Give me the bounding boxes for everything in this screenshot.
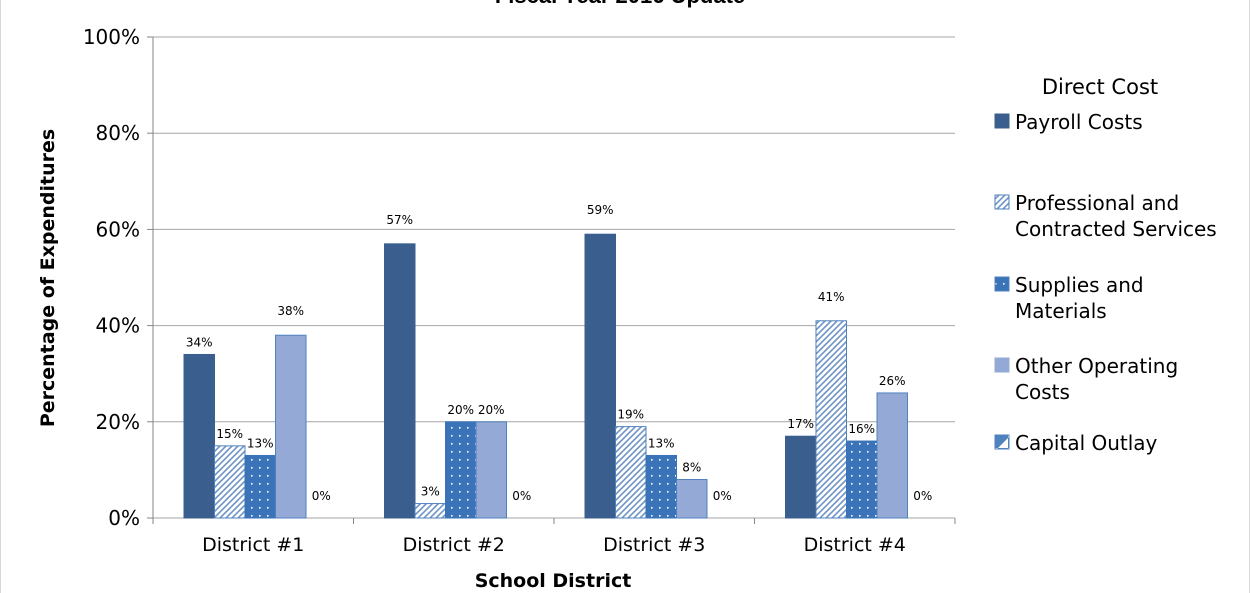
x-category-label: District #3: [603, 534, 705, 556]
x-axis-title: School District: [475, 570, 632, 592]
data-label: 34%: [186, 335, 213, 349]
legend-label: Professional and: [1015, 191, 1179, 215]
x-category-label: District #1: [202, 534, 304, 556]
legend-label: Supplies and: [1015, 273, 1144, 297]
data-label: 0%: [713, 489, 732, 503]
data-label: 41%: [818, 290, 845, 304]
bar: [876, 392, 908, 519]
data-label: 13%: [247, 436, 274, 450]
legend-label: Payroll Costs: [1015, 110, 1143, 134]
bar: [384, 243, 416, 519]
legend-swatch: [994, 113, 1010, 129]
bar: [214, 445, 246, 519]
bar: [445, 421, 477, 519]
bar: [846, 440, 878, 519]
data-label: 8%: [682, 461, 701, 475]
data-label: 0%: [312, 489, 331, 503]
chart-title: Fiscal Year 2016 Update: [495, 0, 745, 8]
data-label: 15%: [216, 427, 243, 441]
legend-swatch: [994, 434, 1010, 450]
bar: [414, 503, 446, 519]
bar: [183, 353, 215, 519]
legend-swatch: [994, 194, 1010, 210]
y-tick-label: 40%: [96, 314, 140, 338]
data-label: 38%: [277, 304, 304, 318]
legend-label: Costs: [1015, 380, 1070, 404]
data-label: 0%: [913, 489, 932, 503]
bar: [785, 435, 817, 519]
bar: [475, 421, 507, 519]
y-tick-label: 80%: [96, 121, 140, 145]
data-label: 13%: [648, 436, 675, 450]
data-label: 16%: [848, 422, 875, 436]
data-label: 20%: [478, 403, 505, 417]
data-label: 19%: [617, 408, 644, 422]
y-tick-label: 20%: [96, 410, 140, 434]
bar: [615, 426, 647, 519]
y-tick-label: 100%: [83, 25, 140, 49]
legend-label: Other Operating: [1015, 354, 1178, 378]
legend-swatch: [994, 357, 1010, 373]
bar: [645, 454, 677, 519]
bar: [275, 334, 307, 519]
legend: Payroll Costs Professional andContracted …: [994, 110, 1217, 455]
x-category-label: District #2: [403, 534, 505, 556]
y-tick-label: 0%: [108, 506, 140, 530]
legend-title: Direct Cost: [1042, 75, 1158, 99]
data-label: 17%: [787, 417, 814, 431]
data-label: 0%: [512, 489, 531, 503]
bar: [244, 454, 276, 519]
y-tick-label: 60%: [96, 217, 140, 241]
legend-label: Capital Outlay: [1015, 431, 1158, 455]
y-axis-title: Percentage of Expenditures: [37, 129, 59, 427]
bar: [676, 479, 708, 519]
data-label: 59%: [587, 203, 614, 217]
bar: [815, 320, 847, 519]
data-label: 20%: [447, 403, 474, 417]
x-category-label: District #4: [804, 534, 906, 556]
legend-label: Materials: [1015, 299, 1107, 323]
data-label: 57%: [386, 213, 413, 227]
data-label: 3%: [421, 485, 440, 499]
legend-swatch: [994, 276, 1010, 292]
legend-label: Contracted Services: [1015, 217, 1217, 241]
bar: [584, 233, 616, 519]
data-label: 26%: [879, 374, 906, 388]
